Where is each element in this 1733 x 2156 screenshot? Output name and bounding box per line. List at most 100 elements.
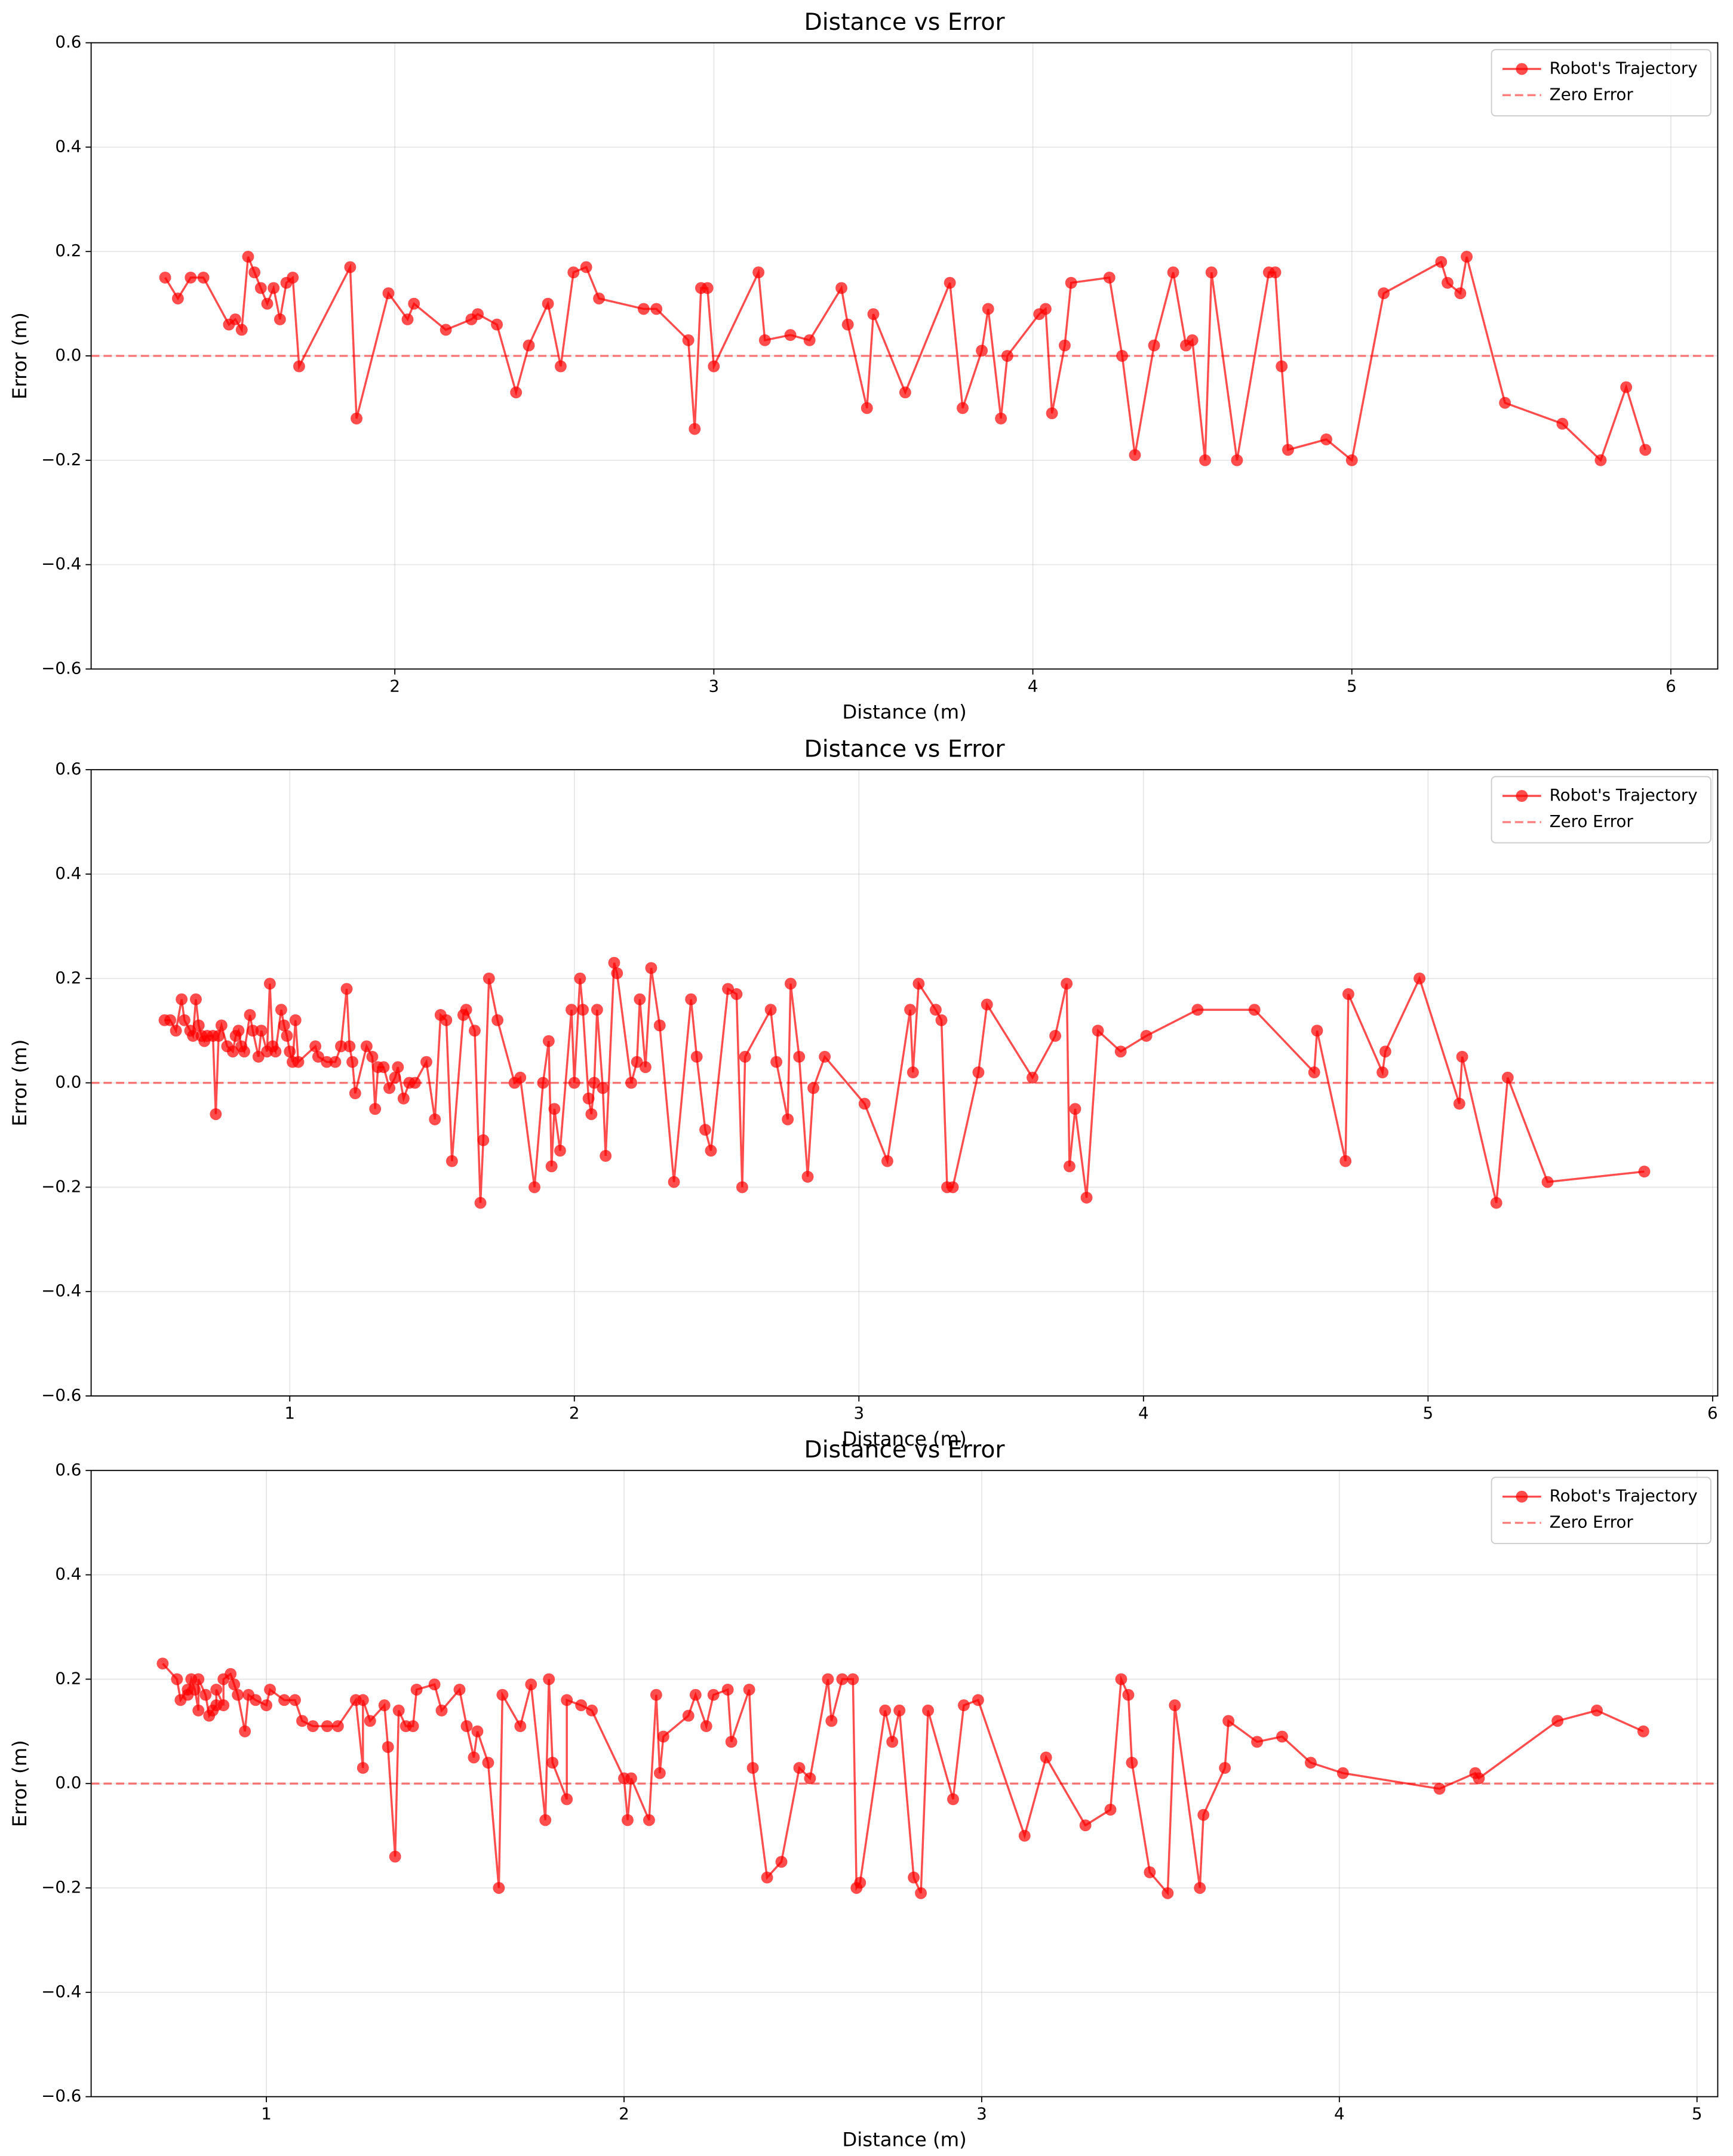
data-point bbox=[1001, 350, 1013, 362]
data-point bbox=[349, 1087, 361, 1100]
y-tick-label: 0.2 bbox=[55, 1668, 81, 1688]
x-axis-label: Distance (m) bbox=[842, 1428, 966, 1450]
data-point bbox=[1092, 1025, 1104, 1037]
data-point bbox=[981, 998, 993, 1011]
data-point bbox=[321, 1720, 333, 1733]
data-point bbox=[159, 272, 171, 284]
x-tick-label: 2 bbox=[569, 1403, 580, 1423]
data-point bbox=[215, 1019, 228, 1032]
y-tick-label: −0.6 bbox=[41, 658, 81, 678]
data-point bbox=[1490, 1197, 1502, 1209]
data-point bbox=[260, 1699, 273, 1712]
data-point bbox=[1169, 1699, 1181, 1712]
chart-title: Distance vs Error bbox=[804, 9, 1006, 36]
data-point bbox=[847, 1673, 859, 1686]
data-point bbox=[653, 1767, 666, 1779]
data-point bbox=[743, 1683, 755, 1696]
data-point bbox=[631, 1056, 643, 1068]
data-point bbox=[1435, 256, 1448, 268]
data-point bbox=[235, 324, 248, 336]
data-point bbox=[293, 360, 305, 373]
data-point bbox=[1069, 1103, 1081, 1115]
legend-label: Zero Error bbox=[1550, 84, 1634, 104]
series-line bbox=[164, 256, 1646, 463]
data-point bbox=[1148, 339, 1160, 352]
data-point bbox=[1194, 1882, 1206, 1894]
data-point bbox=[580, 261, 592, 273]
data-point bbox=[643, 1814, 655, 1826]
x-tick-label: 5 bbox=[1347, 676, 1357, 696]
data-point bbox=[1501, 1071, 1514, 1084]
data-point bbox=[247, 1025, 259, 1037]
data-point bbox=[292, 1056, 305, 1068]
data-point bbox=[382, 1741, 394, 1753]
data-point bbox=[1456, 1050, 1468, 1063]
data-point bbox=[585, 1108, 598, 1120]
data-point bbox=[435, 1704, 448, 1717]
data-point bbox=[382, 287, 395, 300]
data-point bbox=[722, 983, 735, 995]
data-point bbox=[1063, 1160, 1076, 1173]
data-point bbox=[244, 1009, 256, 1021]
data-point bbox=[1059, 339, 1071, 352]
legend-marker bbox=[1516, 790, 1528, 802]
data-point bbox=[639, 1061, 652, 1074]
data-point bbox=[210, 1683, 223, 1696]
y-tick-label: −0.4 bbox=[41, 1281, 81, 1300]
data-point bbox=[1454, 287, 1467, 300]
data-point bbox=[555, 360, 567, 373]
data-point bbox=[510, 386, 523, 399]
data-point bbox=[189, 1683, 201, 1696]
data-point bbox=[685, 993, 697, 1005]
data-point bbox=[861, 402, 873, 414]
data-point bbox=[841, 318, 854, 331]
plot-frame bbox=[90, 769, 1719, 1397]
data-point bbox=[784, 329, 797, 342]
x-tick-label: 2 bbox=[389, 676, 400, 696]
data-point bbox=[171, 1673, 183, 1686]
data-point bbox=[819, 1050, 831, 1063]
data-point bbox=[1320, 433, 1332, 445]
legend: Robot's Trajectory Zero Error bbox=[1491, 776, 1712, 844]
data-point bbox=[523, 339, 535, 352]
x-tick-label: 4 bbox=[1028, 676, 1038, 696]
x-tick-label: 5 bbox=[1423, 1403, 1434, 1423]
data-point bbox=[1104, 1803, 1117, 1816]
data-point bbox=[469, 1025, 481, 1037]
x-tick-label: 1 bbox=[261, 2104, 272, 2124]
data-point bbox=[822, 1673, 834, 1686]
data-point bbox=[1304, 1757, 1317, 1769]
legend-label: Robot's Trajectory bbox=[1550, 59, 1698, 78]
data-point bbox=[561, 1694, 573, 1706]
data-point bbox=[561, 1793, 573, 1806]
data-point bbox=[1080, 1191, 1093, 1204]
data-point bbox=[296, 1715, 308, 1727]
y-tick-label: 0.4 bbox=[55, 136, 81, 156]
x-tick-label: 3 bbox=[853, 1403, 864, 1423]
data-point bbox=[554, 1145, 566, 1157]
data-point bbox=[637, 303, 650, 315]
x-tick-label: 3 bbox=[976, 2104, 987, 2124]
y-axis-label: Error (m) bbox=[8, 1740, 31, 1827]
data-point bbox=[187, 1029, 199, 1042]
legend-label: Zero Error bbox=[1550, 1512, 1634, 1532]
x-tick-label: 6 bbox=[1666, 676, 1676, 696]
data-point bbox=[474, 1197, 487, 1209]
data-point bbox=[825, 1715, 838, 1727]
data-point bbox=[343, 1040, 356, 1053]
data-point bbox=[1433, 1783, 1446, 1795]
data-point bbox=[357, 1762, 369, 1774]
data-point bbox=[650, 1688, 662, 1701]
data-point bbox=[1637, 1725, 1649, 1737]
data-point bbox=[770, 1056, 783, 1068]
data-point bbox=[588, 1077, 601, 1089]
data-point bbox=[645, 962, 657, 974]
data-point bbox=[566, 1004, 577, 1016]
data-point bbox=[407, 1720, 419, 1733]
data-point bbox=[401, 313, 414, 325]
data-point bbox=[514, 1071, 527, 1084]
data-point bbox=[491, 318, 503, 331]
data-point bbox=[591, 1004, 603, 1016]
data-point bbox=[217, 1699, 230, 1712]
data-point bbox=[657, 1730, 669, 1743]
